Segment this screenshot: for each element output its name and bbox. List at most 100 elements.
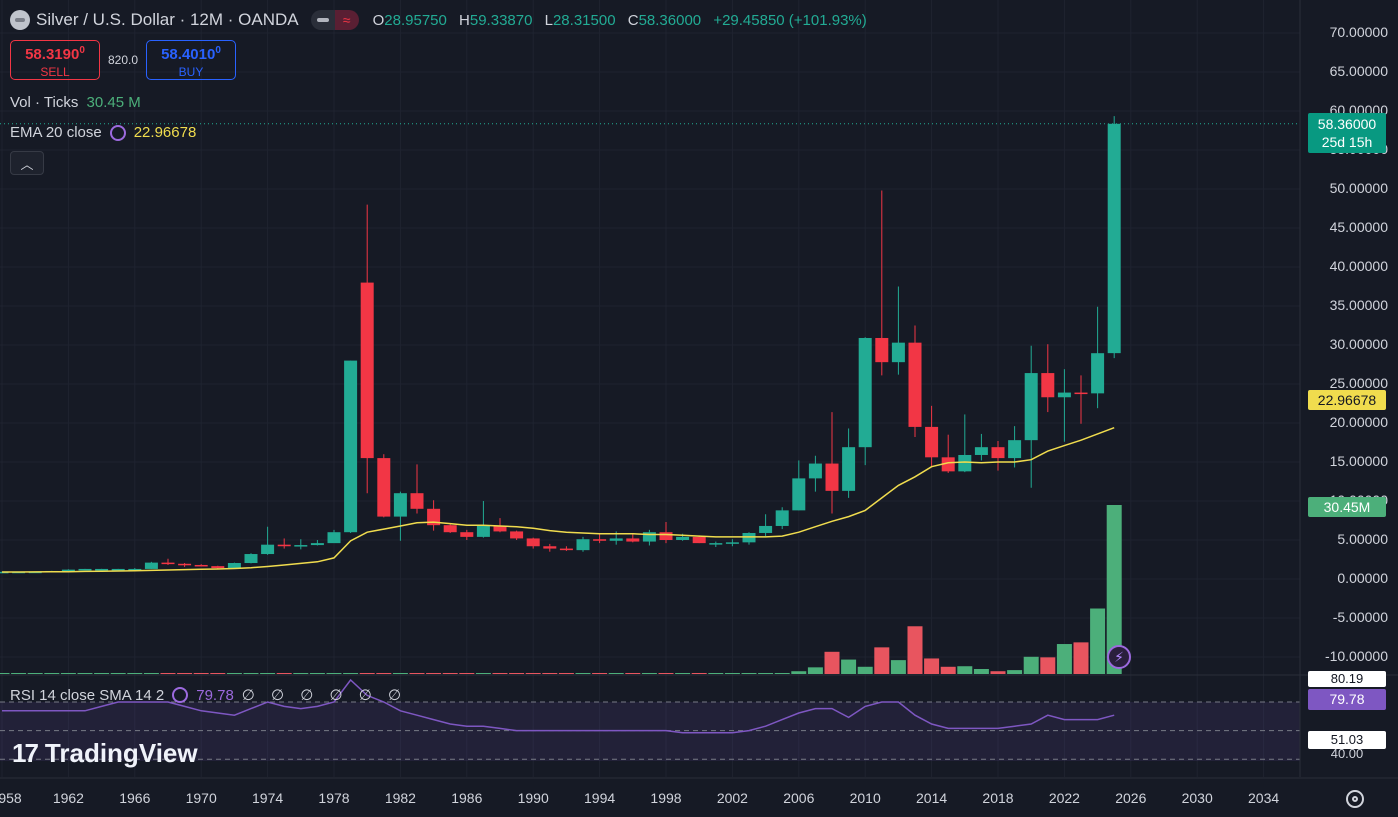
volume-bar [94,673,110,674]
sell-button[interactable]: 58.31900 SELL [10,40,100,80]
candle-body [626,538,640,542]
volume-bar [1056,644,1072,674]
volume-bar [807,667,823,674]
candle-body [161,562,175,565]
volume-bar [608,673,624,674]
volume-bar [60,673,76,674]
volume-bar [542,673,558,674]
price-tick-label: 25.00000 [1329,375,1388,391]
collapse-legend-button[interactable]: ︿ [10,151,44,175]
candle-body [344,360,358,533]
candle-body [576,539,590,551]
volume-legend-value: 30.45 M [86,94,141,111]
price-tick-label: 30.00000 [1329,336,1388,352]
candle-body [609,538,623,541]
candle-body [792,478,806,511]
candle-body [510,531,524,539]
volume-bar [990,671,1006,674]
chart-mode-toggle[interactable]: ≈ [310,10,359,30]
trade-panel: 58.31900 SELL 820.0 58.40100 BUY [10,40,236,80]
candle-body [410,493,424,509]
ema-legend[interactable]: EMA 20 close 22.96678 [10,124,197,141]
price-tick-label: 35.00000 [1329,297,1388,313]
candle-body [244,554,258,564]
rsi-lower-label: 40.00 [1330,746,1364,761]
rsi-legend-value: 79.78 [196,686,234,704]
volume-bar [110,673,126,674]
minus-toggle-icon[interactable] [310,10,335,30]
volume-legend[interactable]: Vol · Ticks 30.45 M [10,94,141,111]
volume-bar [940,666,956,674]
price-tick-label: 50.00000 [1329,180,1388,196]
lightning-icon[interactable]: ⚡ [1107,645,1131,669]
buy-button[interactable]: 58.40100 BUY [146,40,236,80]
volume-bar [592,673,608,674]
volume-bar [492,673,508,674]
candle-body [925,426,939,458]
volume-bar [260,673,276,674]
candle-body [78,568,92,571]
volume-bar [525,673,541,674]
time-tick-label: 958 [0,790,22,806]
refresh-icon[interactable] [172,687,189,703]
volume-bar [426,673,442,674]
volume-bar [27,673,43,674]
candle-body [725,542,739,544]
symbol-title[interactable]: Silver / U.S. Dollar · 12M · OANDA [36,10,299,29]
ema-legend-value: 22.96678 [133,124,197,141]
volume-bar [724,673,740,674]
candle-body [310,543,324,546]
price-tick-label: 5.00000 [1337,531,1388,547]
volume-bar [890,660,906,674]
volume-bar [276,673,292,674]
volume-bar [1106,505,1122,674]
volume-bar [509,673,525,674]
time-tick-label: 1962 [52,790,84,806]
time-tick-label: 2006 [783,790,815,806]
volume-bar [326,673,342,674]
time-tick-label: 2034 [1248,790,1280,806]
volume-bar [143,673,159,674]
price-tick-label: -5.00000 [1332,609,1388,625]
volume-bar [293,673,309,674]
candle-body [659,532,673,540]
refresh-icon[interactable] [109,124,126,141]
volume-bar [625,673,641,674]
volume-bar [774,673,790,674]
volume-bar [741,673,757,674]
volume-bar [874,647,890,674]
last-price-tag: 58.36000 25d 15h [1308,113,1386,153]
tradingview-logo-icon: 17 [12,738,39,768]
candle-body [692,536,706,544]
volume-bar [791,671,807,674]
rsi-legend[interactable]: RSI 14 close SMA 14 2 79.78 ∅ ∅ ∅ ∅ ∅ ∅ [10,686,408,705]
price-tick-label: 40.00000 [1329,258,1388,274]
volume-bar [558,673,574,674]
volume-bar [160,673,176,674]
volume-bar [907,626,923,674]
volume-bar [243,673,259,674]
price-tick-label: 0.00000 [1337,570,1388,586]
volume-bar [691,673,707,674]
time-tick-label: 1998 [650,790,682,806]
candle-body [974,447,988,455]
time-tick-label: 2014 [916,790,948,806]
volume-bar [127,673,143,674]
candle-body [227,563,241,569]
wave-toggle-icon[interactable]: ≈ [334,10,359,30]
time-tick-label: 1970 [185,790,217,806]
volume-bar [359,673,375,674]
candle-body [377,458,391,517]
volume-bar [77,673,93,674]
time-tick-label: 1986 [451,790,483,806]
tradingview-logo[interactable]: 17 TradingView [12,738,198,768]
volume-bar [392,673,408,674]
spread-value: 820.0 [107,53,139,67]
time-tick-label: 1994 [584,790,616,806]
time-tick-label: 2022 [1048,790,1080,806]
candle-body [543,546,557,549]
volume-bar [210,673,226,674]
volume-bar [824,651,840,674]
settings-gear-icon[interactable] [1346,790,1364,808]
